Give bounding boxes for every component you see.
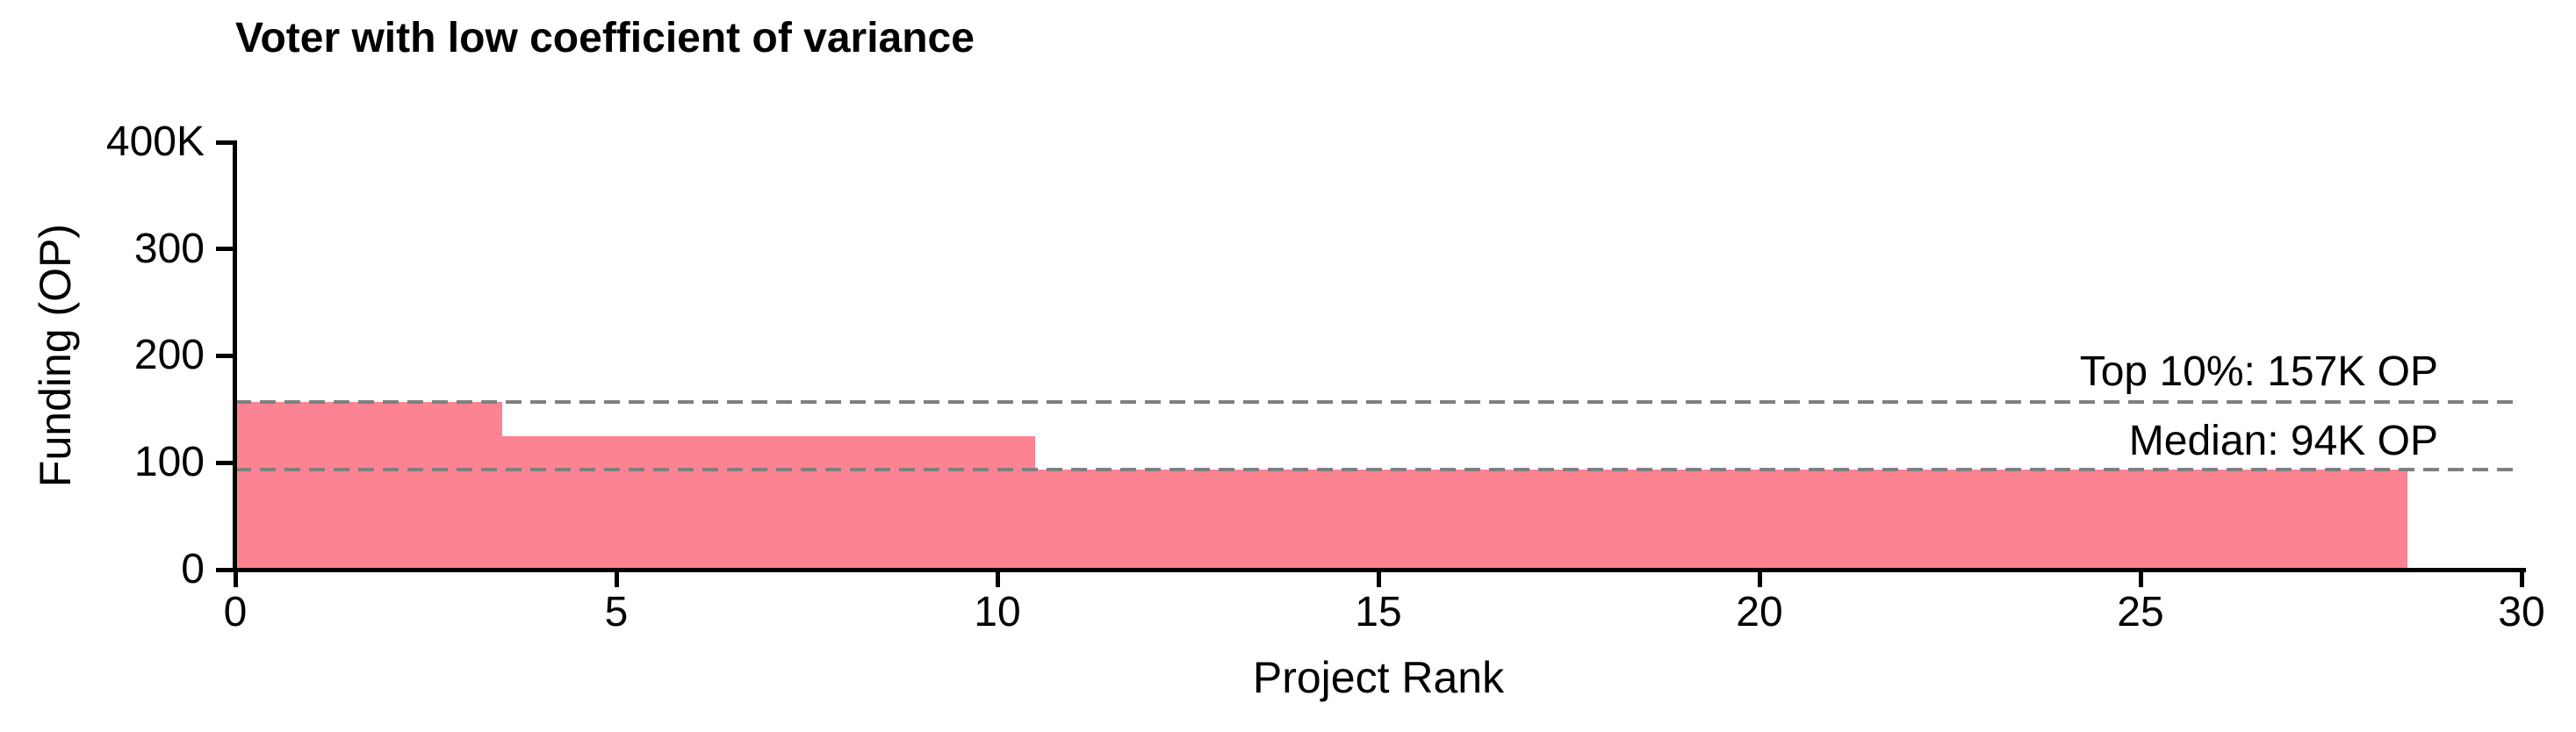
y-tick-label-300: 300	[133, 226, 205, 272]
bar-segment-ranks-4-10	[502, 436, 1035, 570]
plot-area	[235, 142, 2522, 570]
x-tick-label-20: 20	[1736, 589, 1783, 635]
median-annotation: Median: 94K OP	[2128, 418, 2438, 464]
x-tick-20	[1758, 572, 1762, 587]
x-tick-10	[996, 572, 1000, 587]
y-tick-label-100: 100	[133, 439, 205, 485]
y-tick-label-200: 200	[133, 332, 205, 378]
y-tick-100	[216, 461, 235, 465]
y-tick-200	[216, 354, 235, 358]
x-axis-spine	[233, 568, 2526, 572]
x-tick-25	[2139, 572, 2143, 587]
top10-annotation: Top 10%: 157K OP	[2079, 348, 2438, 395]
y-tick-0	[216, 568, 235, 572]
x-tick-label-25: 25	[2117, 589, 2164, 635]
top10-dashed-reference-line	[235, 400, 2522, 404]
x-tick-5	[615, 572, 619, 587]
x-tick-label-15: 15	[1355, 589, 1402, 635]
y-tick-400k	[216, 140, 235, 145]
x-tick-0	[234, 572, 238, 587]
median-dashed-reference-line	[235, 468, 2522, 471]
x-tick-label-5: 5	[604, 589, 629, 635]
x-tick-label-30: 30	[2498, 589, 2545, 635]
chart-title: Voter with low coefficient of variance	[235, 15, 975, 61]
y-tick-label-400k: 400K	[105, 118, 205, 165]
bar-segment-top10-ranks-1-3	[235, 402, 502, 570]
x-tick-15	[1377, 572, 1381, 587]
bar-segment-median-ranks-11-28	[1035, 470, 2407, 570]
x-tick-label-0: 0	[223, 589, 248, 635]
x-axis-label: Project Rank	[1252, 653, 1505, 702]
x-tick-label-10: 10	[974, 589, 1021, 635]
y-tick-300	[216, 247, 235, 251]
x-tick-30	[2520, 572, 2524, 587]
y-tick-label-0: 0	[181, 546, 205, 592]
